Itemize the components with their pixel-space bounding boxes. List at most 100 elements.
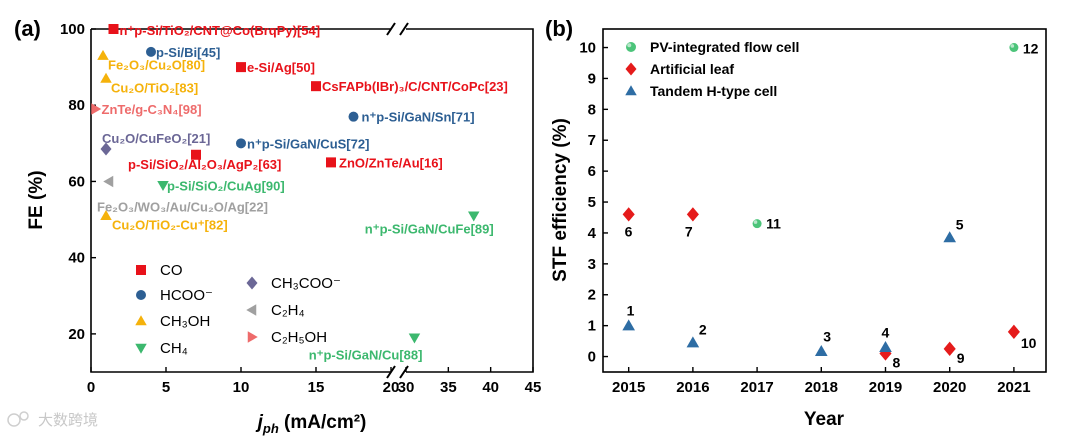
y-tick-label: 9 bbox=[588, 70, 596, 87]
y-tick-label: 80 bbox=[68, 97, 85, 114]
watermark-text: 大数跨境 bbox=[38, 411, 98, 429]
watermark-logo-2 bbox=[19, 411, 29, 421]
y-tick-label: 8 bbox=[588, 101, 596, 118]
legend-label-ch4: CH₄ bbox=[160, 340, 188, 357]
legend-marker-ch4 bbox=[135, 343, 147, 354]
legend-label-hcoo: HCOO⁻ bbox=[160, 287, 213, 304]
legend-marker-pv-highlight bbox=[627, 43, 632, 48]
panel-a-label: (a) bbox=[14, 16, 41, 41]
y-tick-label: 4 bbox=[588, 225, 597, 242]
point-label: 12 bbox=[1023, 41, 1039, 57]
point-ch4 bbox=[408, 333, 421, 344]
x-tick-label: 15 bbox=[308, 379, 325, 396]
point-leaf bbox=[1007, 324, 1020, 339]
y-tick-label: 60 bbox=[68, 173, 85, 190]
point-label: p-Si/SiO₂/Al₂O₃/AgP₂[63] bbox=[128, 157, 281, 172]
x-label-units: (mA/cm²) bbox=[279, 412, 367, 433]
point-label: n⁺p-Si/TiO₂/CNT@Co(BrqPy)[54] bbox=[120, 23, 321, 38]
x-tick-label: 2019 bbox=[869, 379, 902, 396]
point-ch3coo bbox=[100, 142, 112, 156]
x-tick-label: 45 bbox=[525, 379, 542, 396]
x-tick-label: 20 bbox=[383, 379, 400, 396]
watermark-logo bbox=[7, 413, 21, 427]
legend-marker-c2h4 bbox=[246, 304, 257, 316]
point-c2h4 bbox=[103, 175, 114, 188]
x-tick-label: 10 bbox=[233, 379, 250, 396]
legend-label-tandem: Tandem H-type cell bbox=[650, 83, 777, 99]
panel-a-y-ticks: 20 40 60 80 100 bbox=[60, 21, 96, 343]
x-tick-label: 2017 bbox=[740, 379, 773, 396]
point-co bbox=[326, 157, 336, 168]
watermark: 大数跨境 bbox=[7, 411, 98, 429]
point-label: n⁺p-Si/GaN/Cu[88] bbox=[309, 348, 423, 363]
point-label: e-Si/Ag[50] bbox=[247, 60, 315, 75]
y-tick-label: 2 bbox=[588, 287, 596, 304]
legend-label-c2h4: C₂H₄ bbox=[271, 302, 305, 319]
y-tick-label: 1 bbox=[588, 318, 596, 335]
legend-marker-leaf bbox=[625, 62, 637, 76]
point-co bbox=[311, 81, 321, 92]
point-label: 5 bbox=[956, 217, 964, 233]
point-label: Cu₂O/TiO₂-Cu⁺[82] bbox=[112, 218, 228, 233]
point-pv bbox=[752, 219, 762, 229]
panel-b-frame bbox=[602, 28, 1047, 373]
point-label: 8 bbox=[892, 354, 900, 370]
x-tick-label: 2021 bbox=[997, 379, 1030, 396]
x-tick-label: 0 bbox=[87, 379, 95, 396]
point-label: 4 bbox=[881, 324, 889, 340]
panel-b-y-ticks: 0 1 2 3 4 5 6 7 8 9 10 bbox=[579, 40, 608, 366]
point-label: p-Si/SiO₂/CuAg[90] bbox=[167, 178, 285, 193]
panel-a-y-label: FE (%) bbox=[26, 170, 47, 229]
point-ch3oh bbox=[100, 209, 112, 220]
y-tick-label: 3 bbox=[588, 256, 596, 273]
point-ch4 bbox=[157, 181, 169, 192]
point-label: n⁺p-Si/GaN/CuFe[89] bbox=[365, 222, 494, 237]
y-tick-label: 0 bbox=[588, 349, 596, 366]
panel-a-x-label: jph (mA/cm²) bbox=[255, 412, 367, 436]
point-tandem bbox=[943, 231, 957, 243]
point-label: ZnO/ZnTe/Au[16] bbox=[339, 155, 443, 170]
legend-marker-co bbox=[136, 265, 146, 275]
y-tick-label: 6 bbox=[588, 163, 596, 180]
point-c2h5oh bbox=[91, 103, 102, 115]
point-label: Fe₂O₃/WO₃/Au/Cu₂O/Ag[22] bbox=[97, 199, 268, 214]
y-tick-label: 10 bbox=[579, 40, 596, 57]
point-label: 9 bbox=[957, 350, 965, 366]
point-label: 3 bbox=[823, 328, 831, 344]
x-tick-label: 2020 bbox=[933, 379, 966, 396]
point-hcoo bbox=[348, 111, 359, 122]
point-leaf bbox=[686, 207, 699, 222]
y-tick-label: 100 bbox=[60, 21, 85, 38]
y-tick-label: 40 bbox=[68, 250, 85, 267]
point-label: p-Si/Bi[45] bbox=[156, 45, 220, 60]
point-label: n⁺p-Si/GaN/CuS[72] bbox=[247, 136, 369, 151]
point-tandem bbox=[622, 319, 636, 331]
x-tick-label: 5 bbox=[162, 379, 170, 396]
x-tick-label: 2015 bbox=[612, 379, 645, 396]
point-label: Cu₂O/CuFeO₂[21] bbox=[102, 131, 210, 146]
point-label: CsFAPb(IBr)₃/C/CNT/CoPc[23] bbox=[322, 79, 508, 94]
x-tick-label: 40 bbox=[482, 379, 499, 396]
point-label: 1 bbox=[627, 303, 635, 319]
point-hcoo bbox=[146, 46, 156, 57]
point-tandem bbox=[879, 340, 892, 352]
x-label-ph: ph bbox=[262, 421, 279, 436]
x-tick-label: 35 bbox=[440, 379, 457, 396]
x-label-j: j bbox=[255, 412, 264, 433]
point-ch4 bbox=[467, 211, 480, 222]
panel-b-label: (b) bbox=[545, 16, 573, 41]
x-tick-label: 30 bbox=[398, 379, 415, 396]
panel-b-legend: PV-integrated flow cell Artificial leaf Ta… bbox=[625, 39, 799, 99]
point-pv bbox=[1009, 43, 1019, 53]
legend-label-c2h5oh: C₂H₅OH bbox=[271, 329, 327, 346]
point-tandem bbox=[814, 344, 828, 356]
y-tick-label: 7 bbox=[588, 132, 596, 149]
legend-marker-hcoo bbox=[136, 290, 146, 300]
y-tick-label: 5 bbox=[588, 194, 596, 211]
legend-label-pv: PV-integrated flow cell bbox=[650, 39, 799, 55]
legend-marker-pv bbox=[626, 42, 636, 52]
point-co bbox=[236, 62, 246, 73]
